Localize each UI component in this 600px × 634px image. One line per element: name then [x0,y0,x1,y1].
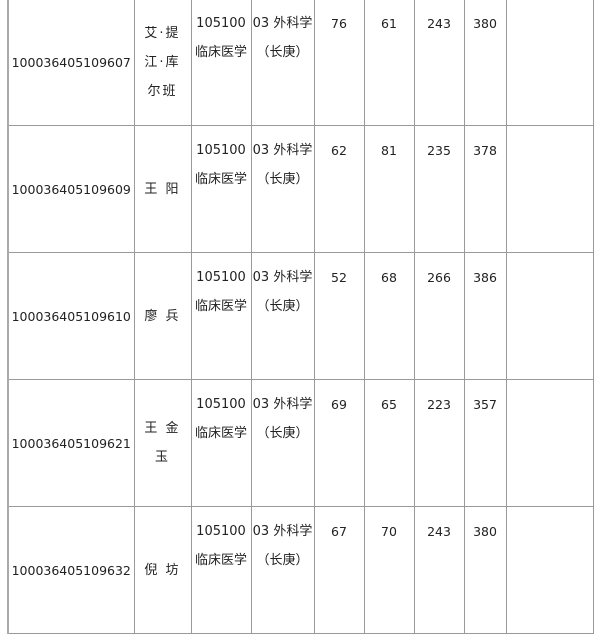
score-professional-cell: 243 [413,0,465,126]
score-total-cell: 357 [463,379,507,507]
major-cell: 105100临床医学 [190,379,252,507]
note-cell [505,506,594,634]
table-row: 100036405109621 王 金 玉 105100临床医学 03 外科学（长庚）… [7,379,594,507]
score-english-cell: 68 [363,252,415,380]
candidate-name-cell: 廖 兵 [133,252,192,380]
research-direction-cell: 03 外科学（长庚） [250,506,315,634]
note-cell [505,125,594,253]
research-direction-cell: 03 外科学（长庚） [250,252,315,380]
score-total-cell: 386 [463,252,507,380]
score-english-cell: 61 [363,0,415,126]
candidate-name-cell: 倪 坊 [133,506,192,634]
table-row: 100036405109632 倪 坊 105100临床医学 03 外科学（长庚） 67… [7,506,594,634]
candidate-id-cell: 100036405109632 [7,506,135,634]
score-politics-cell: 67 [313,506,365,634]
research-direction-cell: 03 外科学（长庚） [250,125,315,253]
candidate-name-cell: 艾·提江·库尔班 [133,0,192,126]
score-professional-cell: 223 [413,379,465,507]
candidate-name-cell: 王 金 玉 [133,379,192,507]
score-professional-cell: 235 [413,125,465,253]
table-row: 100036405109607 艾·提江·库尔班 105100临床医学 03 外科学（… [7,0,594,126]
candidate-id-cell: 100036405109607 [7,0,135,126]
score-english-cell: 65 [363,379,415,507]
score-politics-cell: 69 [313,379,365,507]
candidate-id-cell: 100036405109610 [7,252,135,380]
score-english-cell: 81 [363,125,415,253]
score-total-cell: 380 [463,506,507,634]
table-row: 100036405109609 王 阳 105100临床医学 03 外科学（长庚） 62… [7,125,594,253]
score-table: 100036405109607 艾·提江·库尔班 105100临床医学 03 外科学（… [7,0,594,634]
major-cell: 105100临床医学 [190,506,252,634]
note-cell [505,252,594,380]
major-cell: 105100临床医学 [190,252,252,380]
research-direction-cell: 03 外科学（长庚） [250,379,315,507]
score-english-cell: 70 [363,506,415,634]
score-politics-cell: 62 [313,125,365,253]
score-total-cell: 378 [463,125,507,253]
candidate-name-cell: 王 阳 [133,125,192,253]
score-politics-cell: 52 [313,252,365,380]
candidate-id-cell: 100036405109621 [7,379,135,507]
table-row: 100036405109610 廖 兵 105100临床医学 03 外科学（长庚） 52… [7,252,594,380]
note-cell [505,379,594,507]
score-professional-cell: 243 [413,506,465,634]
candidate-id-cell: 100036405109609 [7,125,135,253]
score-professional-cell: 266 [413,252,465,380]
research-direction-cell: 03 外科学（长庚） [250,0,315,126]
score-total-cell: 380 [463,0,507,126]
major-cell: 105100临床医学 [190,125,252,253]
major-cell: 105100临床医学 [190,0,252,126]
score-politics-cell: 76 [313,0,365,126]
note-cell [505,0,594,126]
